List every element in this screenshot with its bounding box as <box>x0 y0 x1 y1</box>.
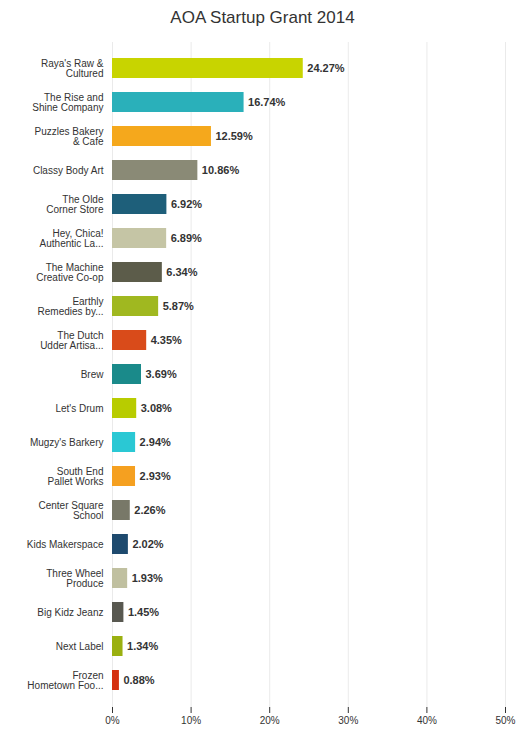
svg-text:Kids Makerspace: Kids Makerspace <box>27 539 104 550</box>
svg-text:1.34%: 1.34% <box>127 640 158 652</box>
svg-text:South EndPallet Works: South EndPallet Works <box>48 466 104 487</box>
svg-text:20%: 20% <box>260 715 280 726</box>
svg-text:2.02%: 2.02% <box>132 538 163 550</box>
svg-text:2.26%: 2.26% <box>134 504 165 516</box>
svg-text:0.88%: 0.88% <box>123 674 154 686</box>
svg-text:5.87%: 5.87% <box>163 300 194 312</box>
svg-text:10%: 10% <box>181 715 201 726</box>
svg-text:16.74%: 16.74% <box>248 96 286 108</box>
svg-text:10.86%: 10.86% <box>202 164 240 176</box>
svg-text:Brew: Brew <box>81 369 105 380</box>
svg-text:Let's Drum: Let's Drum <box>55 403 103 414</box>
svg-text:2.94%: 2.94% <box>140 436 171 448</box>
svg-text:EarthlyRemedies by...: EarthlyRemedies by... <box>38 296 104 317</box>
svg-text:The Rise andShine Company: The Rise andShine Company <box>32 92 103 113</box>
svg-text:Center SquareSchool: Center SquareSchool <box>38 500 103 521</box>
svg-text:The MachineCreative Co-op: The MachineCreative Co-op <box>36 262 104 283</box>
svg-text:0%: 0% <box>105 715 120 726</box>
svg-text:30%: 30% <box>338 715 358 726</box>
svg-text:3.69%: 3.69% <box>146 368 177 380</box>
svg-text:24.27%: 24.27% <box>307 62 345 74</box>
svg-text:Three WheelProduce: Three WheelProduce <box>46 568 104 589</box>
svg-text:6.92%: 6.92% <box>171 198 202 210</box>
svg-text:12.59%: 12.59% <box>215 130 253 142</box>
svg-text:4.35%: 4.35% <box>151 334 182 346</box>
svg-text:Classy Body Art: Classy Body Art <box>33 165 104 176</box>
svg-text:Mugzy's Barkery: Mugzy's Barkery <box>30 437 104 448</box>
svg-text:1.45%: 1.45% <box>128 606 159 618</box>
svg-text:FrozenHometown Foo...: FrozenHometown Foo... <box>27 670 103 691</box>
svg-text:Hey, Chica!Authentic La...: Hey, Chica!Authentic La... <box>40 228 104 249</box>
html-text:AOA Startup Grant 2014: AOA Startup Grant 2014 <box>170 8 355 27</box>
svg-text:50%: 50% <box>495 715 515 726</box>
svg-text:6.89%: 6.89% <box>171 232 202 244</box>
svg-text:6.34%: 6.34% <box>166 266 197 278</box>
svg-text:Big Kidz Jeanz: Big Kidz Jeanz <box>37 607 103 618</box>
svg-text:The OldeCorner Store: The OldeCorner Store <box>46 194 104 215</box>
svg-text:3.08%: 3.08% <box>141 402 172 414</box>
svg-text:Next Label: Next Label <box>56 641 104 652</box>
svg-text:2.93%: 2.93% <box>140 470 171 482</box>
svg-text:40%: 40% <box>417 715 437 726</box>
svg-text:Raya's Raw &Cultured: Raya's Raw &Cultured <box>41 58 104 79</box>
svg-text:The DutchUdder Artisa...: The DutchUdder Artisa... <box>40 330 103 351</box>
svg-text:Puzzles Bakery& Cafe: Puzzles Bakery& Cafe <box>35 126 104 147</box>
svg-text:1.93%: 1.93% <box>132 572 163 584</box>
